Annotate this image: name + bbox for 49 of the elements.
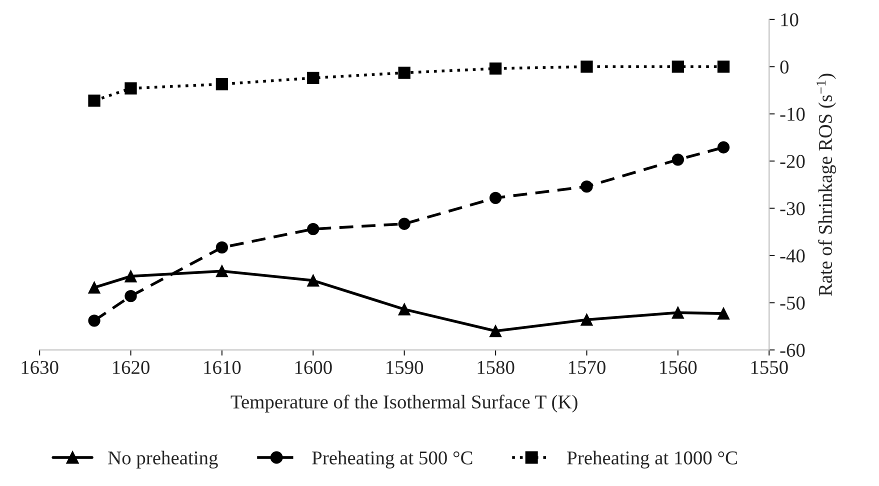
point <box>580 180 593 193</box>
y-axis-title: Rate of Shrinkage ROS (s$^{−1}$) <box>816 74 836 296</box>
point <box>672 60 684 73</box>
x-tick-label: 1580 <box>478 360 514 374</box>
point <box>672 306 684 319</box>
y-tick-label: 10 <box>781 13 798 26</box>
y-tick-label: 0 <box>780 60 789 74</box>
point <box>216 241 228 254</box>
y-tick-label: -30 <box>780 202 805 216</box>
point <box>489 324 502 338</box>
point <box>717 60 730 73</box>
point <box>717 141 730 154</box>
point <box>216 78 228 90</box>
y-tick-label: -50 <box>780 296 805 310</box>
legend-label: No preheating <box>108 450 218 468</box>
legend-label: Preheating at 500 °C <box>312 450 472 468</box>
point <box>717 307 730 320</box>
point <box>88 94 100 107</box>
x-tick-label: 1560 <box>660 360 697 374</box>
x-tick-label: 1600 <box>295 360 332 374</box>
point <box>124 290 137 302</box>
x-tick-label: 1570 <box>569 360 606 374</box>
point <box>580 314 593 326</box>
y-tick-label: -40 <box>780 249 805 262</box>
point <box>489 192 502 204</box>
point <box>307 72 320 84</box>
x-tick-label: 1550 <box>751 360 788 374</box>
point <box>489 62 502 75</box>
point <box>216 265 228 278</box>
x-tick-label: 1620 <box>113 360 150 374</box>
y-tick-label: -20 <box>780 154 805 168</box>
point <box>124 82 137 94</box>
point <box>307 222 320 236</box>
y-tick-label: -60 <box>780 344 805 357</box>
x-tick-label: 1590 <box>386 360 424 374</box>
point <box>307 274 320 287</box>
legend-label: Preheating at 1000 °C <box>567 450 737 468</box>
x-tick-label: 1630 <box>22 360 58 374</box>
point <box>398 303 410 316</box>
y-tick-label: -10 <box>780 108 805 121</box>
point <box>88 314 100 327</box>
x-axis-title: Temperature of the Isothermal Surface T (K) <box>230 394 578 412</box>
point <box>88 282 100 294</box>
point <box>124 270 137 282</box>
x-tick-label: 1610 <box>204 360 241 374</box>
point <box>398 218 410 230</box>
point <box>580 60 593 73</box>
point <box>672 154 684 166</box>
point <box>398 66 410 79</box>
